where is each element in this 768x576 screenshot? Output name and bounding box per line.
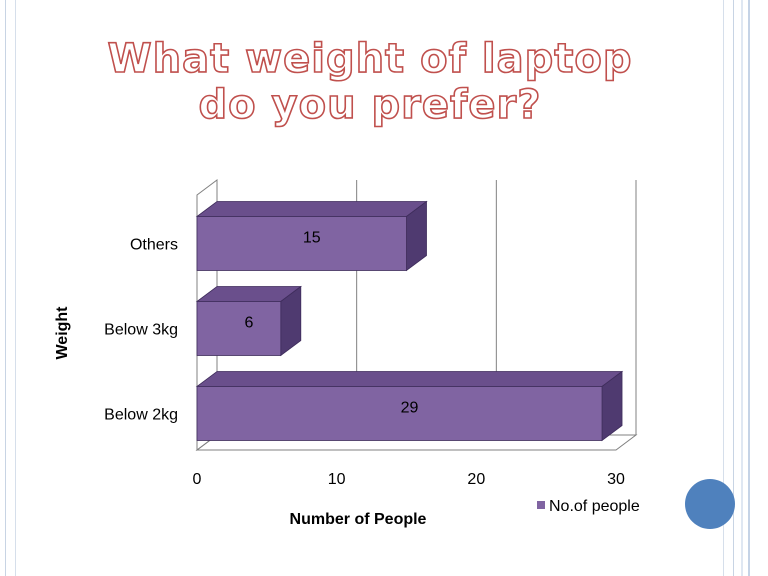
x-axis-title: Number of People <box>290 511 427 528</box>
x-tick-label: 20 <box>467 471 485 488</box>
slide-frame-inner <box>15 0 724 576</box>
data-label: 15 <box>303 230 321 247</box>
bar-top-face <box>195 371 624 387</box>
slide-title-line-1: What weight of laptop <box>107 35 633 83</box>
slide-frame-outer <box>5 0 734 576</box>
slide-edge-stripe <box>738 0 762 576</box>
category-label: Below 3kg <box>104 322 178 339</box>
chart-labels: 29 Below 2kg 6 Below 3kg 15 Others 0 10 20 30 Numb… <box>54 230 640 529</box>
legend-label: No.of people <box>549 498 640 515</box>
data-label: 29 <box>401 400 419 417</box>
bar <box>196 216 407 271</box>
bar-top-face <box>195 201 428 217</box>
category-label: Below 2kg <box>104 407 178 424</box>
y-axis-title: Weight <box>54 306 71 360</box>
bar <box>196 386 603 441</box>
legend-swatch <box>537 501 545 509</box>
x-tick-label: 0 <box>193 471 202 488</box>
slide-title-line-2: do you prefer? <box>198 81 542 129</box>
data-label: 6 <box>244 315 253 332</box>
slide-title: What weight of laptop do you prefer? <box>80 35 660 129</box>
bar <box>196 301 282 356</box>
category-label: Others <box>130 237 178 254</box>
x-tick-label: 10 <box>328 471 346 488</box>
chart-bars <box>195 200 624 442</box>
x-tick-label: 30 <box>607 471 625 488</box>
decorative-circle <box>685 479 735 529</box>
